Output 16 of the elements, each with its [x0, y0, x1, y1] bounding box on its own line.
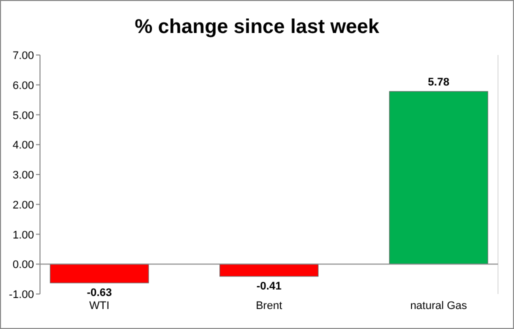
y-tick-label: 4.00: [12, 140, 34, 152]
y-tick-label: 2.00: [12, 199, 34, 212]
y-tick-label: 1.00: [12, 229, 34, 242]
y-tick-label: 5.00: [12, 110, 34, 122]
x-tick-label: Brent: [256, 300, 282, 312]
y-tick-label: 0.00: [12, 259, 34, 272]
x-tick-label: WTI: [89, 300, 110, 312]
chart-title: % change since last week: [134, 16, 380, 38]
x-tick-label: natural Gas: [410, 300, 468, 312]
data-label: -0.41: [256, 280, 282, 292]
y-tick-label: 7.00: [12, 50, 34, 62]
y-tick-label: -1.00: [8, 289, 34, 301]
y-tick-label: 3.00: [12, 170, 34, 182]
y-tick-label: 6.00: [12, 80, 34, 92]
data-label: -0.63: [86, 286, 112, 299]
data-label: 5.78: [428, 76, 450, 88]
